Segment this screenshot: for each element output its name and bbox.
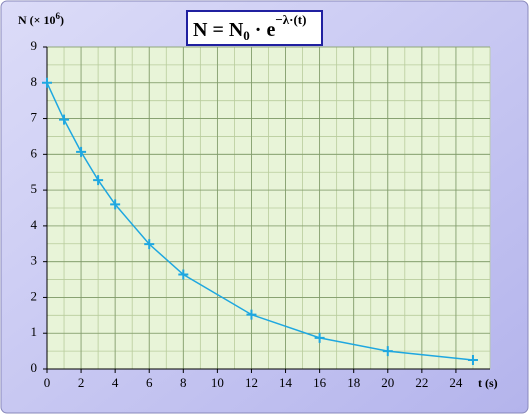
data-point — [144, 239, 155, 250]
x-tick-label: 20 — [381, 375, 394, 390]
y-tick-label: 0 — [31, 360, 38, 375]
y-tick-label: 1 — [31, 324, 38, 339]
data-point — [467, 355, 478, 366]
y-tick-label: 7 — [31, 110, 38, 125]
data-point — [42, 77, 52, 88]
data-point — [76, 146, 87, 157]
x-tick-label: 10 — [211, 375, 224, 390]
data-point — [110, 199, 121, 210]
x-tick-label: 14 — [279, 375, 293, 390]
x-tick-label: 12 — [245, 375, 258, 390]
formula-box — [186, 10, 323, 46]
x-tick-label: 8 — [180, 375, 187, 390]
y-tick-label: 6 — [31, 145, 38, 160]
data-point — [382, 346, 393, 357]
x-tick-label: 24 — [449, 375, 463, 390]
y-tick-label: 5 — [31, 181, 38, 196]
y-tick-label: 8 — [31, 74, 38, 89]
data-point — [178, 269, 189, 280]
y-tick-label: 4 — [31, 217, 38, 232]
data-point — [314, 332, 325, 343]
data-point — [246, 309, 257, 320]
y-tick-label: 3 — [31, 253, 38, 268]
x-tick-label: 0 — [44, 375, 51, 390]
y-tick-label: 2 — [31, 288, 38, 303]
data-point — [93, 175, 104, 186]
data-point — [59, 114, 70, 125]
x-tick-label: 6 — [146, 375, 153, 390]
y-tick-label: 9 — [31, 38, 38, 53]
x-tick-label: 2 — [78, 375, 85, 390]
x-tick-label: 22 — [415, 375, 428, 390]
y-axis-label: N (× 106) — [18, 11, 64, 27]
x-axis-label: t (s) — [478, 376, 498, 390]
x-tick-label: 4 — [112, 375, 119, 390]
chart-title: N = N0 · e−λ·(t) — [193, 12, 306, 43]
x-tick-label: 16 — [313, 375, 327, 390]
x-tick-label: 18 — [347, 375, 360, 390]
